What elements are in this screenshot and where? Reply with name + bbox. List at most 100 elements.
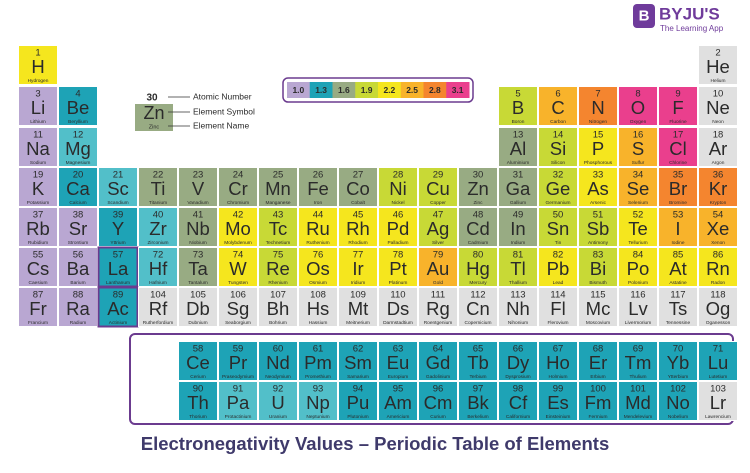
element-name: Cerium <box>190 374 205 380</box>
element-symbol: Li <box>31 97 45 118</box>
element-symbol: La <box>108 258 129 279</box>
element-symbol: Es <box>547 392 569 413</box>
element-number: 88 <box>73 290 84 301</box>
element-cell <box>538 167 578 207</box>
element-symbol: Pr <box>229 352 248 373</box>
element-number: 74 <box>233 250 244 261</box>
element-name: Palladium <box>387 240 408 246</box>
element-name: Meitnerium <box>346 320 370 326</box>
element-symbol: In <box>510 218 525 239</box>
element-symbol: Lu <box>708 352 729 373</box>
element-name: Strontium <box>68 240 89 246</box>
element-symbol: Na <box>26 138 50 159</box>
element-number: 62 <box>353 344 364 355</box>
element-number: 53 <box>673 210 684 221</box>
element-number: 68 <box>593 344 604 355</box>
element-symbol: Sb <box>587 218 610 239</box>
element-number: 18 <box>713 130 724 141</box>
element-number: 3 <box>35 89 40 100</box>
element-cell <box>18 287 58 327</box>
element-cell <box>138 167 178 207</box>
element-symbol: Ir <box>352 258 363 279</box>
element-number: 110 <box>390 290 405 301</box>
element-symbol: Hs <box>307 298 330 319</box>
element-cell <box>138 287 178 327</box>
scale-label: 1.6 <box>338 85 350 95</box>
element-name: Lanthanum <box>106 280 130 286</box>
scale-label: 1.9 <box>361 85 373 95</box>
element-cell <box>218 341 258 381</box>
element-symbol: Zn <box>467 178 489 199</box>
element-name: Niobium <box>189 240 207 246</box>
element-cell <box>338 167 378 207</box>
element-cell <box>658 127 698 167</box>
element-number: 38 <box>73 210 84 221</box>
element-name: Actinium <box>109 320 127 326</box>
element-cell <box>618 207 658 247</box>
element-symbol: Tl <box>510 258 525 279</box>
element-number: 8 <box>635 89 640 100</box>
element-number: 47 <box>433 210 444 221</box>
element-cell <box>618 287 658 327</box>
element-symbol: Ca <box>66 178 90 199</box>
element-name: Gold <box>433 280 443 286</box>
element-number: 10 <box>713 89 724 100</box>
element-cell <box>658 86 698 126</box>
element-symbol: No <box>666 392 690 413</box>
element-cell <box>298 167 338 207</box>
element-cell <box>538 287 578 327</box>
element-cell <box>418 287 458 327</box>
element-name: Nickel <box>391 200 404 206</box>
element-number: 77 <box>353 250 364 261</box>
element-cell <box>698 341 738 381</box>
element-cell <box>418 247 458 287</box>
element-name: Hafnium <box>149 280 167 286</box>
element-symbol: Si <box>550 138 566 159</box>
element-name: Chlorine <box>669 160 687 166</box>
element-symbol: Cu <box>426 178 450 199</box>
element-symbol: Au <box>427 258 450 279</box>
scale-label: 2.8 <box>429 85 441 95</box>
element-symbol: Mo <box>225 218 251 239</box>
element-name: Rutherfordium <box>143 320 173 326</box>
element-cell <box>578 341 618 381</box>
element-name: Nobelium <box>668 414 688 420</box>
key-label: Atomic Number <box>193 91 252 101</box>
element-cell <box>458 287 498 327</box>
element-number: 116 <box>630 290 645 301</box>
element-name: Sodium <box>30 160 46 166</box>
element-cell <box>498 381 538 421</box>
element-number: 56 <box>73 250 84 261</box>
scale-segment <box>332 82 356 98</box>
element-name: Europium <box>388 374 409 380</box>
element-symbol: Am <box>384 392 412 413</box>
element-symbol: He <box>706 56 730 77</box>
element-cell <box>338 341 378 381</box>
element-symbol: Be <box>67 97 90 118</box>
element-cell <box>58 86 98 126</box>
element-symbol: O <box>631 97 645 118</box>
element-cell <box>418 167 458 207</box>
element-name: Rhenium <box>268 280 287 286</box>
element-name: Rubidium <box>28 240 48 246</box>
element-cell <box>18 167 58 207</box>
element-number: 67 <box>553 344 564 355</box>
element-cell <box>97 286 139 328</box>
element-name: Praseodymium <box>222 374 254 380</box>
element-symbol: Mg <box>65 138 91 159</box>
element-name: Indium <box>511 240 525 246</box>
scale-label: 1.0 <box>292 85 304 95</box>
element-symbol: Rh <box>346 218 370 239</box>
element-symbol: P <box>592 138 604 159</box>
element-cell <box>258 381 298 421</box>
element-symbol: Te <box>628 218 648 239</box>
element-number: 81 <box>513 250 524 261</box>
scale-label: 2.2 <box>383 85 395 95</box>
element-cell <box>578 381 618 421</box>
element-name: Americium <box>387 414 410 420</box>
element-number: 106 <box>230 290 246 301</box>
element-cell <box>658 287 698 327</box>
element-name: Dubnium <box>188 320 207 326</box>
element-cell <box>498 341 538 381</box>
element-number: 63 <box>393 344 404 355</box>
